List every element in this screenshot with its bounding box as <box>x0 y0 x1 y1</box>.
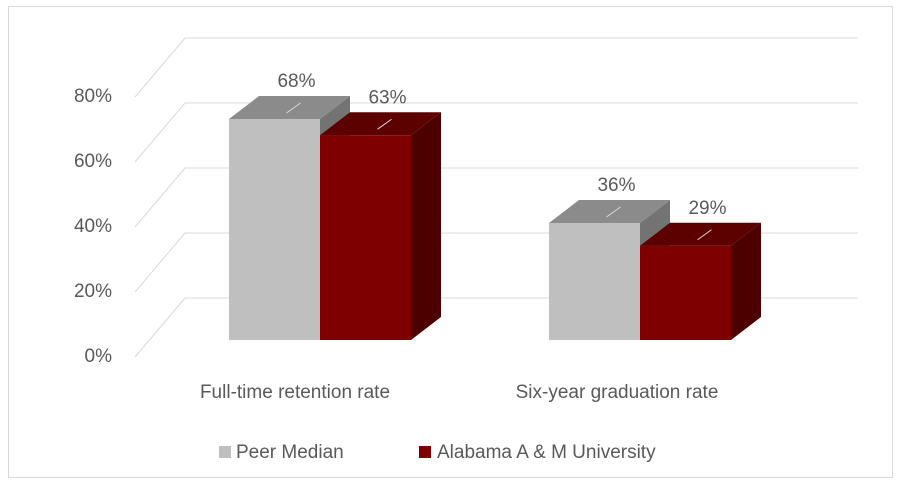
grid-line <box>134 102 858 163</box>
y-tick-label: 0% <box>85 346 113 367</box>
legend-label: Alabama A & M University <box>437 442 656 463</box>
bar <box>549 223 640 340</box>
grid-line <box>134 167 858 228</box>
bar-top <box>549 200 670 223</box>
bar <box>229 119 320 340</box>
x-tick-label: Full-time retention rate <box>200 382 390 403</box>
bar <box>320 135 411 340</box>
value-label: 63% <box>368 87 406 108</box>
label-leader <box>606 206 621 218</box>
grid-line <box>134 37 858 98</box>
value-label: 68% <box>277 71 315 92</box>
y-tick-label: 60% <box>74 151 112 172</box>
legend-label: Peer Median <box>236 442 344 463</box>
label-leader <box>286 102 301 114</box>
y-tick-label: 40% <box>74 216 112 237</box>
label-leader <box>697 229 712 241</box>
bar-side <box>411 112 441 340</box>
legend-swatch <box>219 446 231 458</box>
y-tick-label: 20% <box>74 281 112 302</box>
y-tick-label: 80% <box>74 86 112 107</box>
bar <box>640 245 731 340</box>
bar-top <box>320 112 441 136</box>
value-label: 36% <box>597 175 635 196</box>
x-tick-label: Six-year graduation rate <box>516 382 719 403</box>
legend-swatch <box>419 446 431 458</box>
bar-side <box>731 222 761 340</box>
bar-top <box>640 222 761 246</box>
value-label: 29% <box>688 198 726 219</box>
bar-top <box>229 96 350 119</box>
label-leader <box>377 118 392 130</box>
